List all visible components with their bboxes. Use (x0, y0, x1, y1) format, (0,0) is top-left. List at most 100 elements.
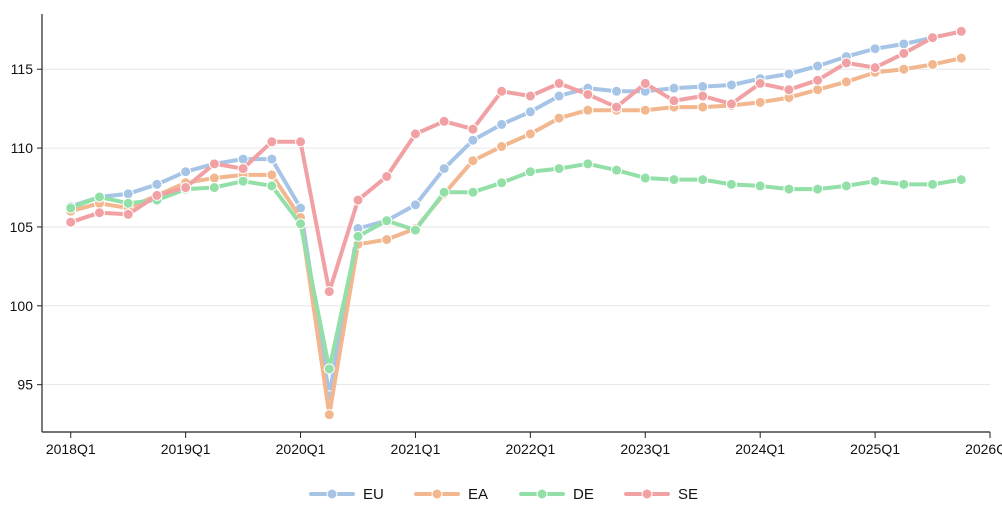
data-point-ea-2025Q4 (955, 52, 967, 64)
series-se (65, 25, 967, 298)
data-point-eu-2023Q2 (668, 82, 680, 94)
y-tick-label: 95 (17, 377, 33, 393)
y-tick-label: 110 (11, 140, 34, 156)
data-point-de-2025Q3 (927, 178, 939, 190)
data-point-se-2020Q3 (352, 194, 364, 206)
data-point-eu-2022Q1 (524, 106, 536, 118)
data-point-se-2019Q3 (237, 163, 249, 175)
data-point-se-2019Q2 (208, 158, 220, 170)
data-point-de-2021Q3 (467, 186, 479, 198)
data-point-de-2024Q1 (754, 180, 766, 192)
data-point-de-2023Q3 (697, 174, 709, 186)
y-tick-label: 100 (10, 298, 34, 314)
data-point-se-2025Q2 (898, 47, 910, 59)
x-tick-label: 2025Q1 (850, 441, 900, 457)
data-point-ea-2024Q1 (754, 96, 766, 108)
y-tick-label: 105 (10, 219, 34, 235)
data-point-se-2021Q3 (467, 123, 479, 135)
legend-label: DE (573, 486, 594, 503)
data-point-eu-2023Q3 (697, 81, 709, 93)
data-point-se-2022Q3 (582, 88, 594, 100)
data-point-se-2021Q1 (409, 128, 421, 140)
data-point-de-2024Q4 (840, 180, 852, 192)
x-tick-label: 2024Q1 (735, 441, 785, 457)
data-point-se-2022Q1 (524, 90, 536, 102)
legend-swatch-marker (326, 488, 338, 500)
data-point-eu-2021Q1 (409, 199, 421, 211)
data-point-ea-2021Q4 (496, 140, 508, 152)
data-point-de-2022Q4 (611, 164, 623, 176)
data-point-de-2023Q2 (668, 174, 680, 186)
data-point-ea-2022Q3 (582, 104, 594, 116)
data-point-de-2019Q2 (208, 182, 220, 194)
data-point-eu-2022Q2 (553, 90, 565, 102)
data-point-de-2019Q4 (266, 180, 278, 192)
data-point-eu-2019Q1 (180, 166, 192, 178)
data-point-se-2018Q3 (122, 208, 134, 220)
legend-item-se: SE (624, 486, 698, 503)
data-point-eu-2023Q4 (725, 79, 737, 91)
data-point-ea-2020Q2 (323, 409, 335, 421)
data-point-de-2022Q1 (524, 166, 536, 178)
data-point-ea-2024Q4 (840, 76, 852, 88)
data-point-se-2019Q4 (266, 136, 278, 148)
legend-item-de: DE (519, 486, 594, 503)
data-point-ea-2022Q2 (553, 112, 565, 124)
data-point-de-2021Q4 (496, 177, 508, 189)
data-point-eu-2025Q2 (898, 38, 910, 50)
data-point-de-2020Q4 (381, 215, 393, 227)
data-point-ea-2019Q4 (266, 169, 278, 181)
series-group (65, 25, 967, 421)
data-point-de-2018Q2 (93, 191, 105, 203)
axes: 95 100 105 110 115 2018Q1 2019Q1 2020Q1 2021Q1 20… (10, 14, 1002, 457)
series-de (65, 158, 967, 375)
data-point-eu-2022Q4 (611, 85, 623, 97)
data-point-se-2024Q1 (754, 77, 766, 89)
data-point-de-2021Q1 (409, 224, 421, 236)
data-point-de-2023Q4 (725, 178, 737, 190)
data-point-se-2025Q1 (869, 62, 881, 74)
data-point-se-2018Q4 (151, 189, 163, 201)
data-point-se-2020Q1 (295, 136, 307, 148)
data-point-se-2024Q4 (840, 57, 852, 69)
legend-label: SE (678, 486, 698, 503)
data-point-se-2022Q4 (611, 101, 623, 113)
data-point-se-2024Q2 (783, 84, 795, 96)
data-point-eu-2025Q1 (869, 43, 881, 55)
data-point-se-2023Q1 (639, 77, 651, 89)
data-point-eu-2021Q2 (438, 163, 450, 175)
data-point-de-2025Q1 (869, 175, 881, 187)
data-point-se-2021Q4 (496, 85, 508, 97)
data-point-eu-2021Q3 (467, 134, 479, 146)
series-line-se (68, 29, 964, 294)
data-point-se-2023Q2 (668, 95, 680, 107)
data-point-se-2018Q2 (93, 207, 105, 219)
y-tick-label: 115 (11, 61, 34, 77)
data-point-ea-2023Q3 (697, 101, 709, 113)
data-point-eu-2018Q4 (151, 178, 163, 190)
data-point-se-2019Q1 (180, 182, 192, 194)
x-tick-label: 2022Q1 (505, 441, 555, 457)
legend-swatch-marker (431, 488, 443, 500)
series-line-de (68, 161, 964, 371)
data-point-eu-2024Q2 (783, 68, 795, 80)
data-point-de-2020Q2 (323, 363, 335, 375)
series-eu (65, 25, 967, 402)
data-point-se-2018Q1 (65, 216, 77, 228)
legend-item-ea: EA (414, 486, 488, 503)
data-point-ea-2024Q3 (812, 84, 824, 96)
legend-label: EA (468, 486, 488, 503)
data-point-se-2020Q2 (323, 286, 335, 298)
data-point-de-2023Q1 (639, 172, 651, 184)
data-point-se-2023Q3 (697, 90, 709, 102)
legend-item-eu: EU (309, 486, 384, 503)
data-point-ea-2022Q1 (524, 128, 536, 140)
data-point-ea-2021Q3 (467, 155, 479, 167)
x-tick-label: 2018Q1 (46, 441, 96, 457)
data-point-se-2024Q3 (812, 74, 824, 86)
data-point-ea-2020Q4 (381, 234, 393, 246)
data-point-de-2022Q3 (582, 158, 594, 170)
data-point-eu-2019Q4 (266, 153, 278, 165)
gridlines (42, 68, 990, 386)
